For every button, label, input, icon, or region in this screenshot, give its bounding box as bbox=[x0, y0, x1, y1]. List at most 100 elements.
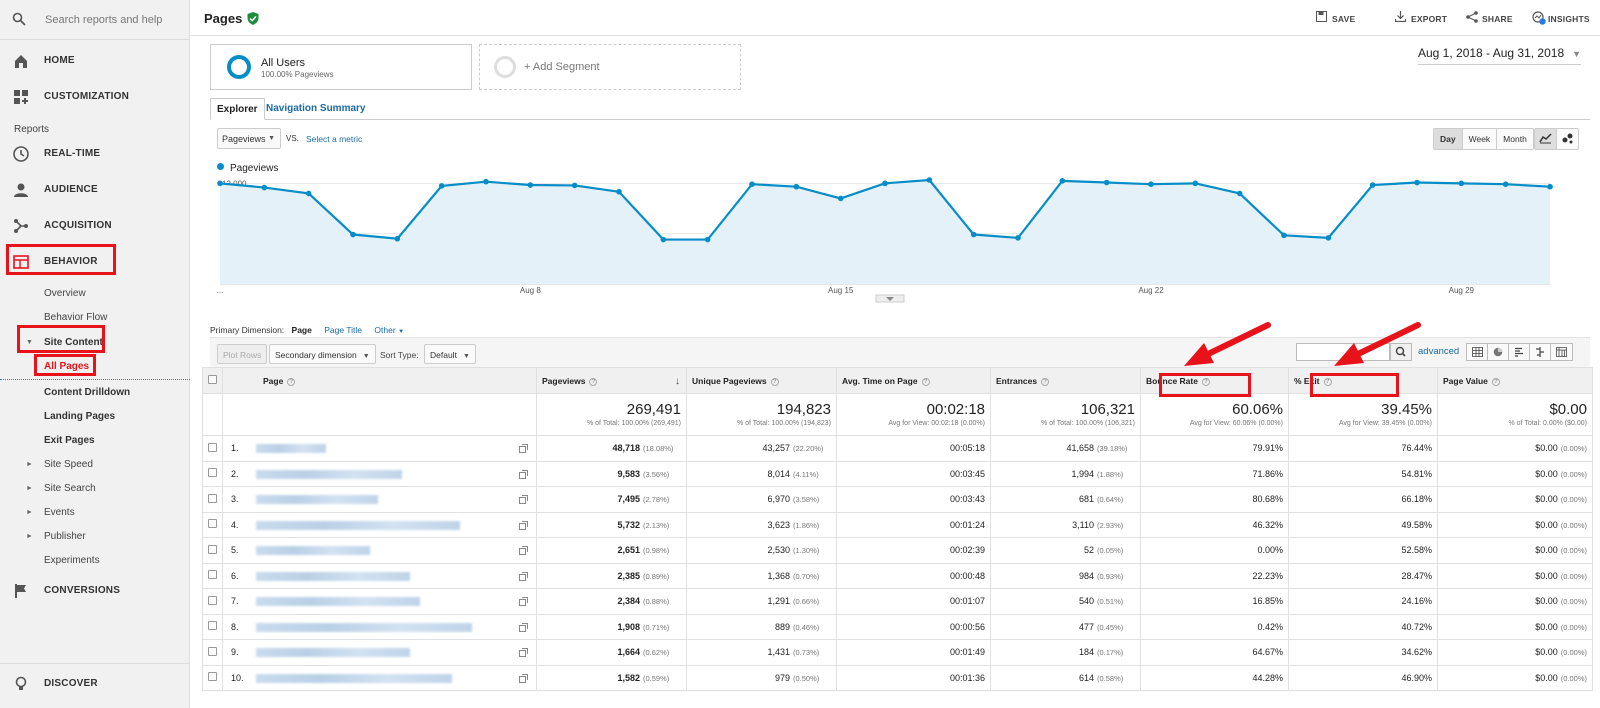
sidebar-item-experiments[interactable]: Experiments bbox=[44, 555, 100, 566]
sidebar-item-acquisition[interactable]: ACQUISITION bbox=[0, 208, 190, 244]
row-checkbox[interactable] bbox=[208, 621, 217, 631]
sidebar-item-exit-pages[interactable]: Exit Pages bbox=[44, 435, 95, 446]
motion-chart-button[interactable] bbox=[1557, 129, 1578, 149]
sidebar-item-realtime[interactable]: REAL-TIME bbox=[0, 136, 190, 172]
day-button[interactable]: Day bbox=[1434, 129, 1463, 149]
sort-type-select[interactable]: Default ▼ bbox=[424, 344, 476, 364]
row-checkbox[interactable] bbox=[208, 672, 217, 682]
primary-dimension-page-title[interactable]: Page Title bbox=[324, 325, 363, 335]
page-cell[interactable]: 7. bbox=[222, 588, 537, 615]
open-page-icon[interactable] bbox=[519, 546, 528, 555]
col-header-avg-time[interactable]: Avg. Time on Page? bbox=[836, 367, 991, 394]
table-row[interactable]: 10. 1,582 (0.59%) 979 (0.50%) 00:01:36 614 (0.5… bbox=[202, 664, 1593, 691]
col-header-unique-pageviews[interactable]: Unique Pageviews? bbox=[686, 367, 837, 394]
sidebar-item-site-search[interactable]: Site Search bbox=[44, 483, 96, 494]
table-row[interactable]: 2. 9,583 (3.56%) 8,014 (4.11%) 00:03:45 1,994(… bbox=[202, 460, 1593, 487]
sidebar-item-discover[interactable]: DISCOVER bbox=[0, 666, 190, 702]
col-header-entrances[interactable]: Entrances? bbox=[990, 367, 1141, 394]
table-row[interactable]: 8. 1,908 (0.71%) 889 (0.46%) 00:00:56 477 (0.45… bbox=[202, 613, 1593, 640]
table-row[interactable]: 7. 2,384 (0.88%) 1,291 (0.66%) 00:01:07 540 (0.… bbox=[202, 588, 1593, 615]
sidebar-item-site-content[interactable]: Site Content bbox=[44, 337, 103, 348]
plot-rows-button[interactable]: Plot Rows bbox=[217, 344, 268, 364]
table-search-button[interactable] bbox=[1390, 343, 1412, 361]
tab-navigation-summary[interactable]: Navigation Summary bbox=[266, 103, 366, 114]
row-checkbox[interactable] bbox=[208, 544, 217, 554]
redacted-page-path[interactable] bbox=[256, 622, 472, 632]
segment-all-users[interactable]: All Users 100.00% Pageviews bbox=[210, 44, 472, 90]
sidebar-item-behavior[interactable]: BEHAVIOR bbox=[0, 244, 190, 280]
redacted-page-path[interactable] bbox=[256, 597, 420, 607]
redacted-page-path[interactable] bbox=[256, 571, 410, 581]
page-cell[interactable]: 10. bbox=[222, 664, 537, 691]
line-chart-button[interactable] bbox=[1535, 129, 1557, 149]
table-row[interactable]: 3. 7,495 (2.78%) 6,970 (3.58%) 00:03:43 681 (0.… bbox=[202, 486, 1593, 513]
table-row[interactable]: 6. 2,385 (0.89%) 1,368 (0.70%) 00:00:48 984 (0.… bbox=[202, 562, 1593, 589]
share-button[interactable]: SHARE bbox=[1466, 11, 1513, 24]
metric-select[interactable]: Pageviews ▼ bbox=[217, 128, 281, 149]
month-button[interactable]: Month bbox=[1503, 134, 1527, 144]
sidebar-item-home[interactable]: HOME bbox=[0, 43, 190, 79]
sidebar-item-customization[interactable]: CUSTOMIZATION bbox=[0, 79, 190, 115]
redacted-page-path[interactable] bbox=[256, 495, 378, 505]
bar-view-button[interactable] bbox=[1509, 344, 1530, 360]
primary-dimension-page[interactable]: Page bbox=[291, 325, 312, 335]
table-row[interactable]: 5. 2,651 (0.98%) 2,530 (1.30%) 00:02:39 52 (0.0… bbox=[202, 537, 1593, 564]
col-header-bounce-rate[interactable]: Bounce Rate? bbox=[1140, 367, 1289, 394]
row-checkbox[interactable] bbox=[208, 468, 217, 478]
sidebar-item-publisher[interactable]: Publisher bbox=[44, 531, 86, 542]
open-page-icon[interactable] bbox=[519, 622, 528, 632]
sidebar-item-behavior-flow[interactable]: Behavior Flow bbox=[44, 312, 108, 323]
table-view-button[interactable] bbox=[1467, 344, 1488, 360]
week-button[interactable]: Week bbox=[1463, 129, 1498, 149]
row-checkbox[interactable] bbox=[208, 493, 217, 503]
secondary-dimension-select[interactable]: Secondary dimension ▼ bbox=[269, 344, 376, 364]
date-range-picker[interactable]: Aug 1, 2018 - Aug 31, 2018 ▼ bbox=[1418, 46, 1582, 65]
table-row[interactable]: 4. 5,732 (2.13%) 3,623 (1.86%) 00:01:24 3,110(… bbox=[202, 511, 1593, 538]
sidebar-item-events[interactable]: Events bbox=[44, 507, 75, 518]
pie-view-button[interactable] bbox=[1488, 344, 1509, 360]
page-cell[interactable]: 4. bbox=[222, 511, 537, 538]
redacted-page-path[interactable] bbox=[256, 469, 402, 479]
redacted-page-path[interactable] bbox=[256, 546, 370, 556]
row-checkbox[interactable] bbox=[208, 646, 217, 656]
row-checkbox[interactable] bbox=[208, 519, 217, 529]
col-header-page[interactable]: Page? bbox=[222, 367, 537, 394]
open-page-icon[interactable] bbox=[519, 597, 528, 606]
sidebar-item-audience[interactable]: AUDIENCE bbox=[0, 172, 190, 208]
col-header-exit[interactable]: % Exit? bbox=[1288, 367, 1438, 394]
pivot-view-button[interactable] bbox=[1551, 344, 1572, 360]
redacted-page-path[interactable] bbox=[256, 444, 326, 454]
open-page-icon[interactable] bbox=[519, 469, 528, 479]
redacted-page-path[interactable] bbox=[256, 648, 410, 658]
page-cell[interactable]: 6. bbox=[222, 562, 537, 589]
open-page-icon[interactable] bbox=[519, 673, 528, 683]
insights-button[interactable]: INSIGHTS bbox=[1532, 11, 1590, 25]
open-page-icon[interactable] bbox=[519, 444, 528, 453]
sidebar-item-overview[interactable]: Overview bbox=[44, 288, 86, 299]
col-header-pageviews[interactable]: Pageviews? ↓ bbox=[536, 367, 687, 394]
tab-explorer[interactable]: Explorer bbox=[210, 98, 265, 120]
sidebar-item-landing-pages[interactable]: Landing Pages bbox=[44, 411, 116, 422]
sidebar-item-all-pages[interactable]: All Pages bbox=[44, 361, 90, 372]
save-button[interactable]: SAVE bbox=[1316, 11, 1355, 24]
sidebar-search[interactable]: Search reports and help bbox=[0, 0, 190, 40]
sidebar-item-content-drilldown[interactable]: Content Drilldown bbox=[44, 387, 131, 398]
redacted-page-path[interactable] bbox=[256, 520, 460, 530]
sidebar-item-site-speed[interactable]: Site Speed bbox=[44, 459, 93, 470]
comparison-view-button[interactable] bbox=[1530, 344, 1551, 360]
open-page-icon[interactable] bbox=[519, 495, 528, 504]
export-button[interactable]: EXPORT bbox=[1395, 11, 1447, 24]
sidebar-item-conversions[interactable]: CONVERSIONS bbox=[0, 573, 190, 609]
row-checkbox[interactable] bbox=[208, 570, 217, 580]
col-header-page-value[interactable]: Page Value? bbox=[1437, 367, 1593, 394]
open-page-icon[interactable] bbox=[519, 520, 528, 530]
redacted-page-path[interactable] bbox=[256, 673, 452, 683]
select-metric-link[interactable]: Select a metric bbox=[306, 134, 363, 144]
open-page-icon[interactable] bbox=[519, 648, 528, 657]
open-page-icon[interactable] bbox=[519, 571, 528, 581]
advanced-filter-link[interactable]: advanced bbox=[1418, 346, 1460, 357]
add-segment-button[interactable]: + Add Segment bbox=[479, 44, 741, 90]
row-checkbox[interactable] bbox=[208, 595, 217, 605]
select-all-checkbox[interactable] bbox=[208, 375, 217, 384]
primary-dimension-other[interactable]: Other ▼ bbox=[374, 325, 404, 335]
